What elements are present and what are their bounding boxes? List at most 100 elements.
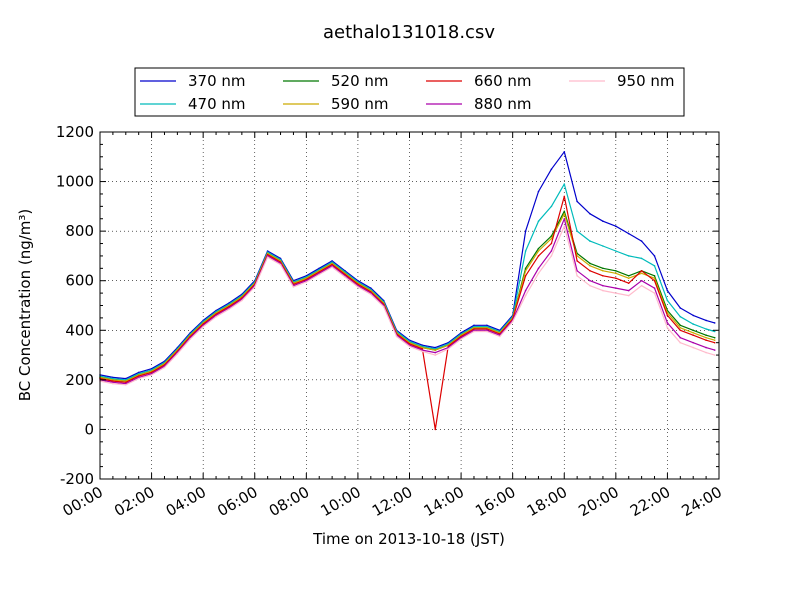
y-axis: -200 0 200 400 600 800 1000 1200 (56, 123, 719, 488)
data-point (524, 289, 527, 292)
x-tick-label: 16:00 (472, 483, 518, 520)
data-point (228, 308, 230, 311)
data-point (473, 325, 475, 328)
data-point (537, 247, 540, 250)
data-point (713, 349, 716, 351)
data-point (537, 220, 540, 222)
y-tick-label: 800 (65, 222, 94, 240)
data-point (344, 276, 346, 278)
data-point (640, 279, 643, 282)
data-point (434, 346, 437, 349)
data-point (589, 262, 591, 265)
plot-area (99, 131, 720, 480)
data-point (137, 374, 140, 376)
x-tick-label: 14:00 (421, 483, 467, 520)
data-point (576, 260, 578, 262)
data-point (602, 245, 604, 247)
series-370-nm (99, 151, 716, 380)
data-point (125, 377, 127, 380)
data-point (653, 287, 656, 289)
data-point (357, 286, 359, 288)
data-point (615, 270, 617, 272)
x-tick-label: 02:00 (111, 483, 157, 520)
x-tick-label: 22:00 (627, 483, 673, 520)
data-point (666, 322, 669, 324)
data-point (486, 327, 488, 329)
data-point (615, 287, 617, 289)
data-point (602, 284, 604, 287)
data-point (640, 272, 643, 275)
legend-label: 660 nm (474, 72, 532, 90)
data-point (550, 255, 553, 257)
data-point (241, 299, 243, 302)
data-point (589, 265, 591, 267)
data-point (266, 251, 269, 253)
data-point (679, 307, 682, 309)
data-point (563, 210, 566, 213)
data-point (653, 275, 656, 277)
data-point (627, 282, 630, 285)
data-point (615, 272, 617, 275)
data-point (615, 292, 617, 294)
data-point (112, 380, 114, 382)
data-point (511, 320, 514, 323)
data-point (447, 348, 450, 350)
plot-background (100, 132, 719, 479)
data-point (279, 263, 282, 266)
data-point (537, 272, 540, 275)
data-point (692, 323, 694, 325)
legend-label: 590 nm (331, 95, 389, 113)
data-point (679, 341, 682, 344)
data-point (537, 250, 540, 252)
data-point (705, 319, 707, 322)
data-point (421, 348, 424, 350)
data-point (679, 324, 682, 327)
x-tick-label: 20:00 (575, 483, 621, 520)
data-point (112, 377, 114, 380)
data-point (550, 250, 553, 252)
data-point (550, 237, 553, 240)
data-point (499, 335, 501, 338)
data-point (666, 289, 669, 292)
data-point (713, 336, 716, 339)
data-point (331, 265, 333, 267)
data-point (563, 213, 566, 215)
data-point (137, 375, 140, 377)
data-point (602, 220, 604, 222)
data-point (421, 350, 424, 353)
data-point (550, 235, 553, 237)
data-point (266, 252, 269, 255)
data-point (202, 325, 204, 328)
data-point (331, 260, 333, 262)
data-point (125, 384, 127, 386)
data-point (713, 354, 716, 356)
data-point (434, 428, 437, 431)
data-point (254, 286, 256, 288)
data-point (589, 284, 591, 287)
data-point (576, 275, 578, 277)
data-point (640, 284, 643, 287)
data-point (421, 346, 424, 349)
data-point (421, 345, 424, 348)
y-tick-label: 600 (65, 272, 94, 290)
data-point (382, 305, 385, 308)
data-point (627, 277, 630, 280)
data-point (421, 349, 424, 351)
data-point (125, 381, 127, 384)
data-point (576, 270, 578, 272)
x-tick-label: 08:00 (266, 483, 312, 520)
data-point (640, 270, 643, 272)
x-axis-label: Time on 2013-10-18 (JST) (312, 530, 505, 548)
data-point (640, 257, 643, 260)
data-point (524, 230, 527, 232)
data-point (292, 286, 295, 288)
data-point (370, 293, 372, 296)
series-950-nm (99, 225, 716, 386)
data-point (331, 263, 333, 266)
legend-label: 520 nm (331, 72, 389, 90)
data-point (473, 328, 475, 330)
series-660-nm (99, 195, 716, 431)
data-point (331, 266, 333, 268)
data-point (112, 376, 114, 379)
data-point (692, 346, 694, 349)
